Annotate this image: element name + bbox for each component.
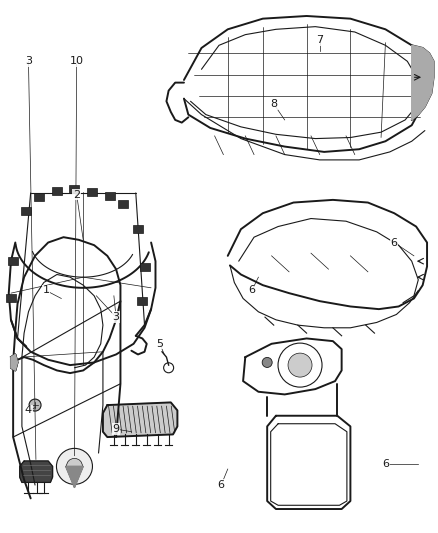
Text: 10: 10 [70, 56, 84, 66]
Circle shape [67, 458, 82, 474]
Bar [140, 262, 149, 271]
Text: 7: 7 [316, 35, 323, 45]
Polygon shape [20, 461, 53, 482]
Text: 8: 8 [270, 99, 277, 109]
Circle shape [288, 353, 312, 377]
Text: 1: 1 [42, 286, 49, 295]
Text: 5: 5 [156, 339, 163, 349]
Bar [133, 225, 143, 233]
Bar [21, 206, 31, 215]
Text: 6: 6 [248, 286, 255, 295]
Bar [87, 188, 97, 196]
Text: 6: 6 [218, 480, 225, 490]
Text: 2: 2 [73, 190, 80, 199]
Text: 3: 3 [25, 56, 32, 66]
Text: 6: 6 [391, 238, 398, 247]
Circle shape [262, 358, 272, 367]
Text: 3: 3 [113, 312, 120, 322]
Circle shape [29, 399, 41, 411]
Bar [35, 193, 44, 201]
Text: 4: 4 [25, 406, 32, 415]
Polygon shape [11, 354, 18, 370]
Polygon shape [103, 402, 177, 437]
Bar [70, 185, 79, 193]
Bar [105, 192, 114, 200]
Circle shape [57, 448, 92, 484]
Polygon shape [66, 466, 83, 488]
Bar [138, 297, 147, 305]
Text: 6: 6 [382, 459, 389, 469]
Polygon shape [412, 45, 434, 120]
Text: 9: 9 [113, 424, 120, 434]
Bar [52, 187, 62, 195]
Bar [8, 257, 18, 265]
Bar [118, 199, 127, 208]
Bar [6, 294, 16, 303]
